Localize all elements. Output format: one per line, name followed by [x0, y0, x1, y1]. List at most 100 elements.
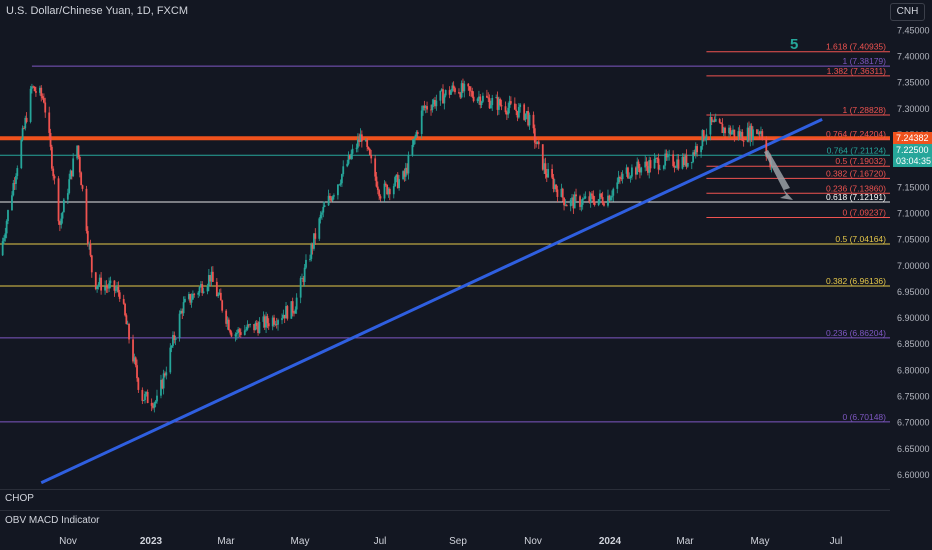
candle-body [571, 197, 573, 200]
candle-body [339, 183, 342, 185]
candle-body [265, 316, 267, 328]
candle-body [672, 154, 675, 167]
candle-body [749, 125, 752, 141]
candle-body [431, 104, 434, 110]
candle-body [430, 109, 432, 111]
candle-body [738, 131, 741, 137]
candle-body [704, 138, 706, 141]
candle-body [310, 244, 313, 259]
candle-body [508, 101, 511, 108]
candle-body [617, 176, 620, 183]
candle-body [629, 176, 632, 178]
candle-body [136, 365, 138, 379]
candle-body [635, 167, 637, 175]
candle-body [607, 195, 609, 206]
candle-body [448, 90, 451, 95]
candle-body [575, 194, 577, 197]
candle-body [77, 145, 80, 158]
candle-body [201, 284, 204, 294]
candle-body [555, 184, 557, 190]
candle-body [311, 244, 314, 249]
candle-body [132, 339, 134, 362]
candle-body [291, 301, 294, 313]
candle-body [694, 146, 697, 155]
candle-body [702, 130, 705, 141]
candle-body [319, 214, 322, 219]
candle-body [482, 95, 484, 102]
pane-separator[interactable] [0, 489, 890, 490]
candle-body [211, 271, 214, 282]
candle-body [710, 116, 713, 122]
candle-body [388, 188, 391, 195]
candle-body [275, 324, 278, 325]
candle-body [396, 174, 399, 188]
candle-body [295, 297, 298, 310]
candle-body [476, 98, 479, 102]
candle-body [681, 156, 684, 169]
candle-body [440, 89, 443, 91]
indicator-obv-macd-label[interactable]: OBV MACD Indicator [5, 515, 100, 526]
candle-body [359, 134, 362, 142]
candle-body [15, 175, 17, 184]
candle-body [463, 83, 466, 92]
candle-body [137, 378, 140, 390]
candle-body [693, 152, 696, 155]
candle-body [386, 184, 389, 195]
candle-body [527, 111, 530, 126]
level-label: 0.5 (7.04164) [835, 234, 886, 244]
candle-body [156, 395, 158, 402]
y-tick-label: 7.05000 [897, 235, 930, 245]
candle-body [467, 83, 470, 87]
candle-body [104, 286, 106, 291]
candle-body [653, 158, 656, 169]
pane-separator[interactable] [0, 510, 890, 511]
indicator-chop-label[interactable]: CHOP [5, 493, 34, 504]
candle-body [628, 177, 631, 179]
candle-body [106, 287, 109, 289]
candle-body [472, 96, 475, 102]
candle-body [31, 86, 33, 89]
y-tick-label: 6.65000 [897, 444, 930, 454]
candle-body [146, 391, 149, 404]
candle-body [395, 174, 398, 178]
candle-body [1, 241, 4, 256]
candle-body [712, 120, 714, 122]
candle-body [299, 278, 302, 298]
candle-body [113, 280, 116, 291]
candle-body [218, 292, 221, 295]
candle-body [662, 165, 665, 169]
candle-body [303, 267, 306, 283]
candle-body [50, 146, 53, 169]
candle-body [346, 163, 349, 167]
candle-body [367, 146, 370, 150]
candle-body [70, 170, 73, 177]
candle-body [33, 86, 36, 92]
candle-body [76, 145, 79, 159]
candle-body [21, 128, 24, 140]
candle-body [640, 167, 643, 173]
elliott-wave-label: 5 [790, 36, 799, 53]
symbol-button[interactable]: CNH [890, 3, 925, 21]
candle-body [281, 318, 283, 321]
candle-body [94, 272, 97, 290]
candle-body [350, 153, 353, 159]
candle-body [415, 132, 418, 137]
candle-body [330, 198, 333, 201]
candle-body [116, 286, 118, 290]
candle-body [495, 97, 498, 99]
candle-body [589, 193, 592, 202]
candle-body [29, 88, 32, 122]
y-tick-label: 7.15000 [897, 182, 930, 192]
candle-body [229, 330, 232, 333]
candle-body [616, 182, 619, 189]
candle-body [556, 189, 559, 197]
candle-body [358, 138, 361, 142]
candle-body [235, 333, 238, 335]
projection-arrow [764, 150, 793, 200]
candle-body [525, 111, 528, 114]
candle-body [619, 176, 621, 179]
candle-body [172, 335, 174, 346]
candle-body [313, 233, 315, 249]
candle-body [504, 106, 507, 113]
